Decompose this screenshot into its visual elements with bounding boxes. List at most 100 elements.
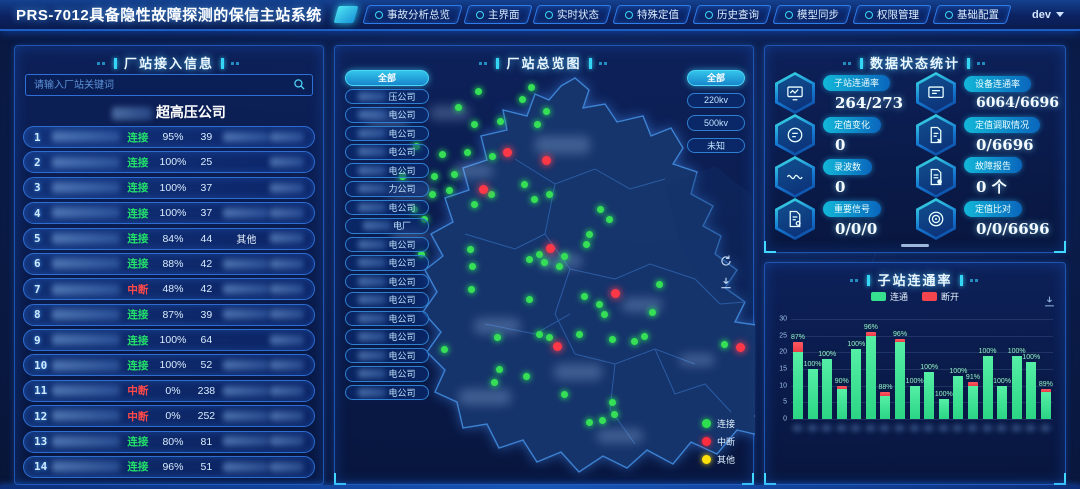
station-dot[interactable] [523, 373, 530, 380]
station-row[interactable]: 10 连接 100% 52 [23, 354, 315, 377]
station-dot[interactable] [467, 246, 474, 253]
station-row[interactable]: 13 连接 80% 81 [23, 430, 315, 453]
station-dot[interactable] [464, 149, 471, 156]
station-dot[interactable] [446, 187, 453, 194]
station-dot[interactable] [488, 191, 495, 198]
station-dot[interactable] [536, 251, 543, 258]
station-row[interactable]: 4 连接 100% 37 [23, 202, 315, 225]
station-dot[interactable] [496, 366, 503, 373]
station-dot[interactable] [489, 153, 496, 160]
station-row[interactable]: 3 连接 100% 37 [23, 176, 315, 199]
company-filter[interactable]: 电公司 [345, 125, 429, 141]
company-filter[interactable]: 电公司 [345, 144, 429, 160]
station-dot[interactable] [418, 251, 425, 258]
station-dot[interactable] [519, 96, 526, 103]
station-dot[interactable] [556, 263, 563, 270]
voltage-filter-500kv[interactable]: 500kv [687, 115, 745, 131]
station-dot[interactable] [543, 108, 550, 115]
company-filter[interactable]: 电公司 [345, 255, 429, 271]
station-dot[interactable] [528, 84, 535, 91]
station-dot[interactable] [431, 173, 438, 180]
station-dot[interactable] [586, 419, 593, 426]
company-filter[interactable]: 电公司 [345, 384, 429, 400]
station-dot[interactable] [439, 151, 446, 158]
station-row[interactable]: 11 中断 0% 238 [23, 379, 315, 402]
station-dot[interactable] [546, 334, 553, 341]
station-dot[interactable] [546, 244, 555, 253]
station-dot[interactable] [475, 88, 482, 95]
chart-download-icon[interactable] [1043, 295, 1056, 308]
station-row[interactable]: 7 中断 48% 42 [23, 278, 315, 301]
company-filter[interactable]: 电公司 [345, 347, 429, 363]
station-dot[interactable] [479, 185, 488, 194]
station-dot[interactable] [494, 334, 501, 341]
station-row[interactable]: 12 中断 0% 252 [23, 405, 315, 428]
station-dot[interactable] [601, 311, 608, 318]
company-filter[interactable]: 电公司 [345, 310, 429, 326]
station-dot[interactable] [596, 301, 603, 308]
company-filter[interactable]: 电公司 [345, 273, 429, 289]
station-row[interactable]: 2 连接 100% 25 [23, 151, 315, 174]
company-filter[interactable]: 电厂 [345, 218, 429, 234]
station-row[interactable]: 5 连接 84% 44 其他 [23, 227, 315, 250]
station-row[interactable]: 8 连接 87% 39 [23, 303, 315, 326]
company-filter[interactable]: 电公司 [345, 329, 429, 345]
company-filter[interactable]: 电公司 [345, 236, 429, 252]
station-dot[interactable] [609, 399, 616, 406]
station-dot[interactable] [441, 346, 448, 353]
station-dot[interactable] [541, 259, 548, 266]
station-row[interactable]: 1 连接 95% 39 [23, 126, 315, 148]
download-icon[interactable] [719, 276, 733, 290]
station-dot[interactable] [641, 333, 648, 340]
station-dot[interactable] [576, 331, 583, 338]
voltage-filter-未知[interactable]: 未知 [687, 137, 745, 153]
stats-scrollbar[interactable] [901, 244, 929, 247]
station-dot[interactable] [536, 331, 543, 338]
station-row[interactable]: 9 连接 100% 64 [23, 329, 315, 351]
user-dropdown[interactable]: dev [1032, 9, 1064, 21]
station-dot[interactable] [429, 191, 436, 198]
station-dot[interactable] [546, 191, 553, 198]
station-dot[interactable] [451, 171, 458, 178]
voltage-filter-全部[interactable]: 全部 [687, 70, 745, 86]
company-filter[interactable]: 电公司 [345, 292, 429, 308]
station-dot[interactable] [471, 121, 478, 128]
station-dot[interactable] [553, 342, 562, 351]
station-dot[interactable] [469, 263, 476, 270]
station-dot[interactable] [631, 338, 638, 345]
station-dot[interactable] [611, 289, 620, 298]
station-dot[interactable] [455, 104, 462, 111]
station-dot[interactable] [526, 296, 533, 303]
station-dot[interactable] [599, 417, 606, 424]
company-filter[interactable]: 力公司 [345, 181, 429, 197]
company-filter[interactable]: 电公司 [345, 107, 429, 123]
refresh-icon[interactable] [719, 254, 733, 268]
station-row[interactable]: 14 连接 96% 51 [23, 455, 315, 478]
station-dot[interactable] [471, 201, 478, 208]
tab-实时状态[interactable]: 实时状态 [532, 5, 612, 24]
station-dot[interactable] [586, 231, 593, 238]
tab-事故分析总览[interactable]: 事故分析总览 [361, 5, 463, 24]
tab-主界面[interactable]: 主界面 [462, 5, 532, 24]
company-filter[interactable]: 电公司 [345, 162, 429, 178]
tab-权限管理[interactable]: 权限管理 [852, 5, 932, 24]
station-dot[interactable] [497, 118, 504, 125]
station-dot[interactable] [534, 121, 541, 128]
station-row[interactable]: 6 连接 88% 42 [23, 252, 315, 275]
station-dot[interactable] [542, 156, 551, 165]
station-dot[interactable] [656, 281, 663, 288]
tab-历史查询[interactable]: 历史查询 [692, 5, 772, 24]
tab-特殊定值[interactable]: 特殊定值 [612, 5, 692, 24]
station-dot[interactable] [491, 379, 498, 386]
station-dot[interactable] [581, 293, 588, 300]
company-filter-all[interactable]: 全部 [345, 70, 429, 86]
voltage-filter-220kv[interactable]: 220kv [687, 92, 745, 108]
station-dot[interactable] [606, 216, 613, 223]
station-dot[interactable] [561, 253, 568, 260]
station-dot[interactable] [649, 309, 656, 316]
company-filter[interactable]: 电公司 [345, 199, 429, 215]
station-dot[interactable] [583, 241, 590, 248]
search-input[interactable] [25, 74, 313, 96]
station-dot[interactable] [526, 256, 533, 263]
company-filter[interactable]: 电公司 [345, 366, 429, 382]
